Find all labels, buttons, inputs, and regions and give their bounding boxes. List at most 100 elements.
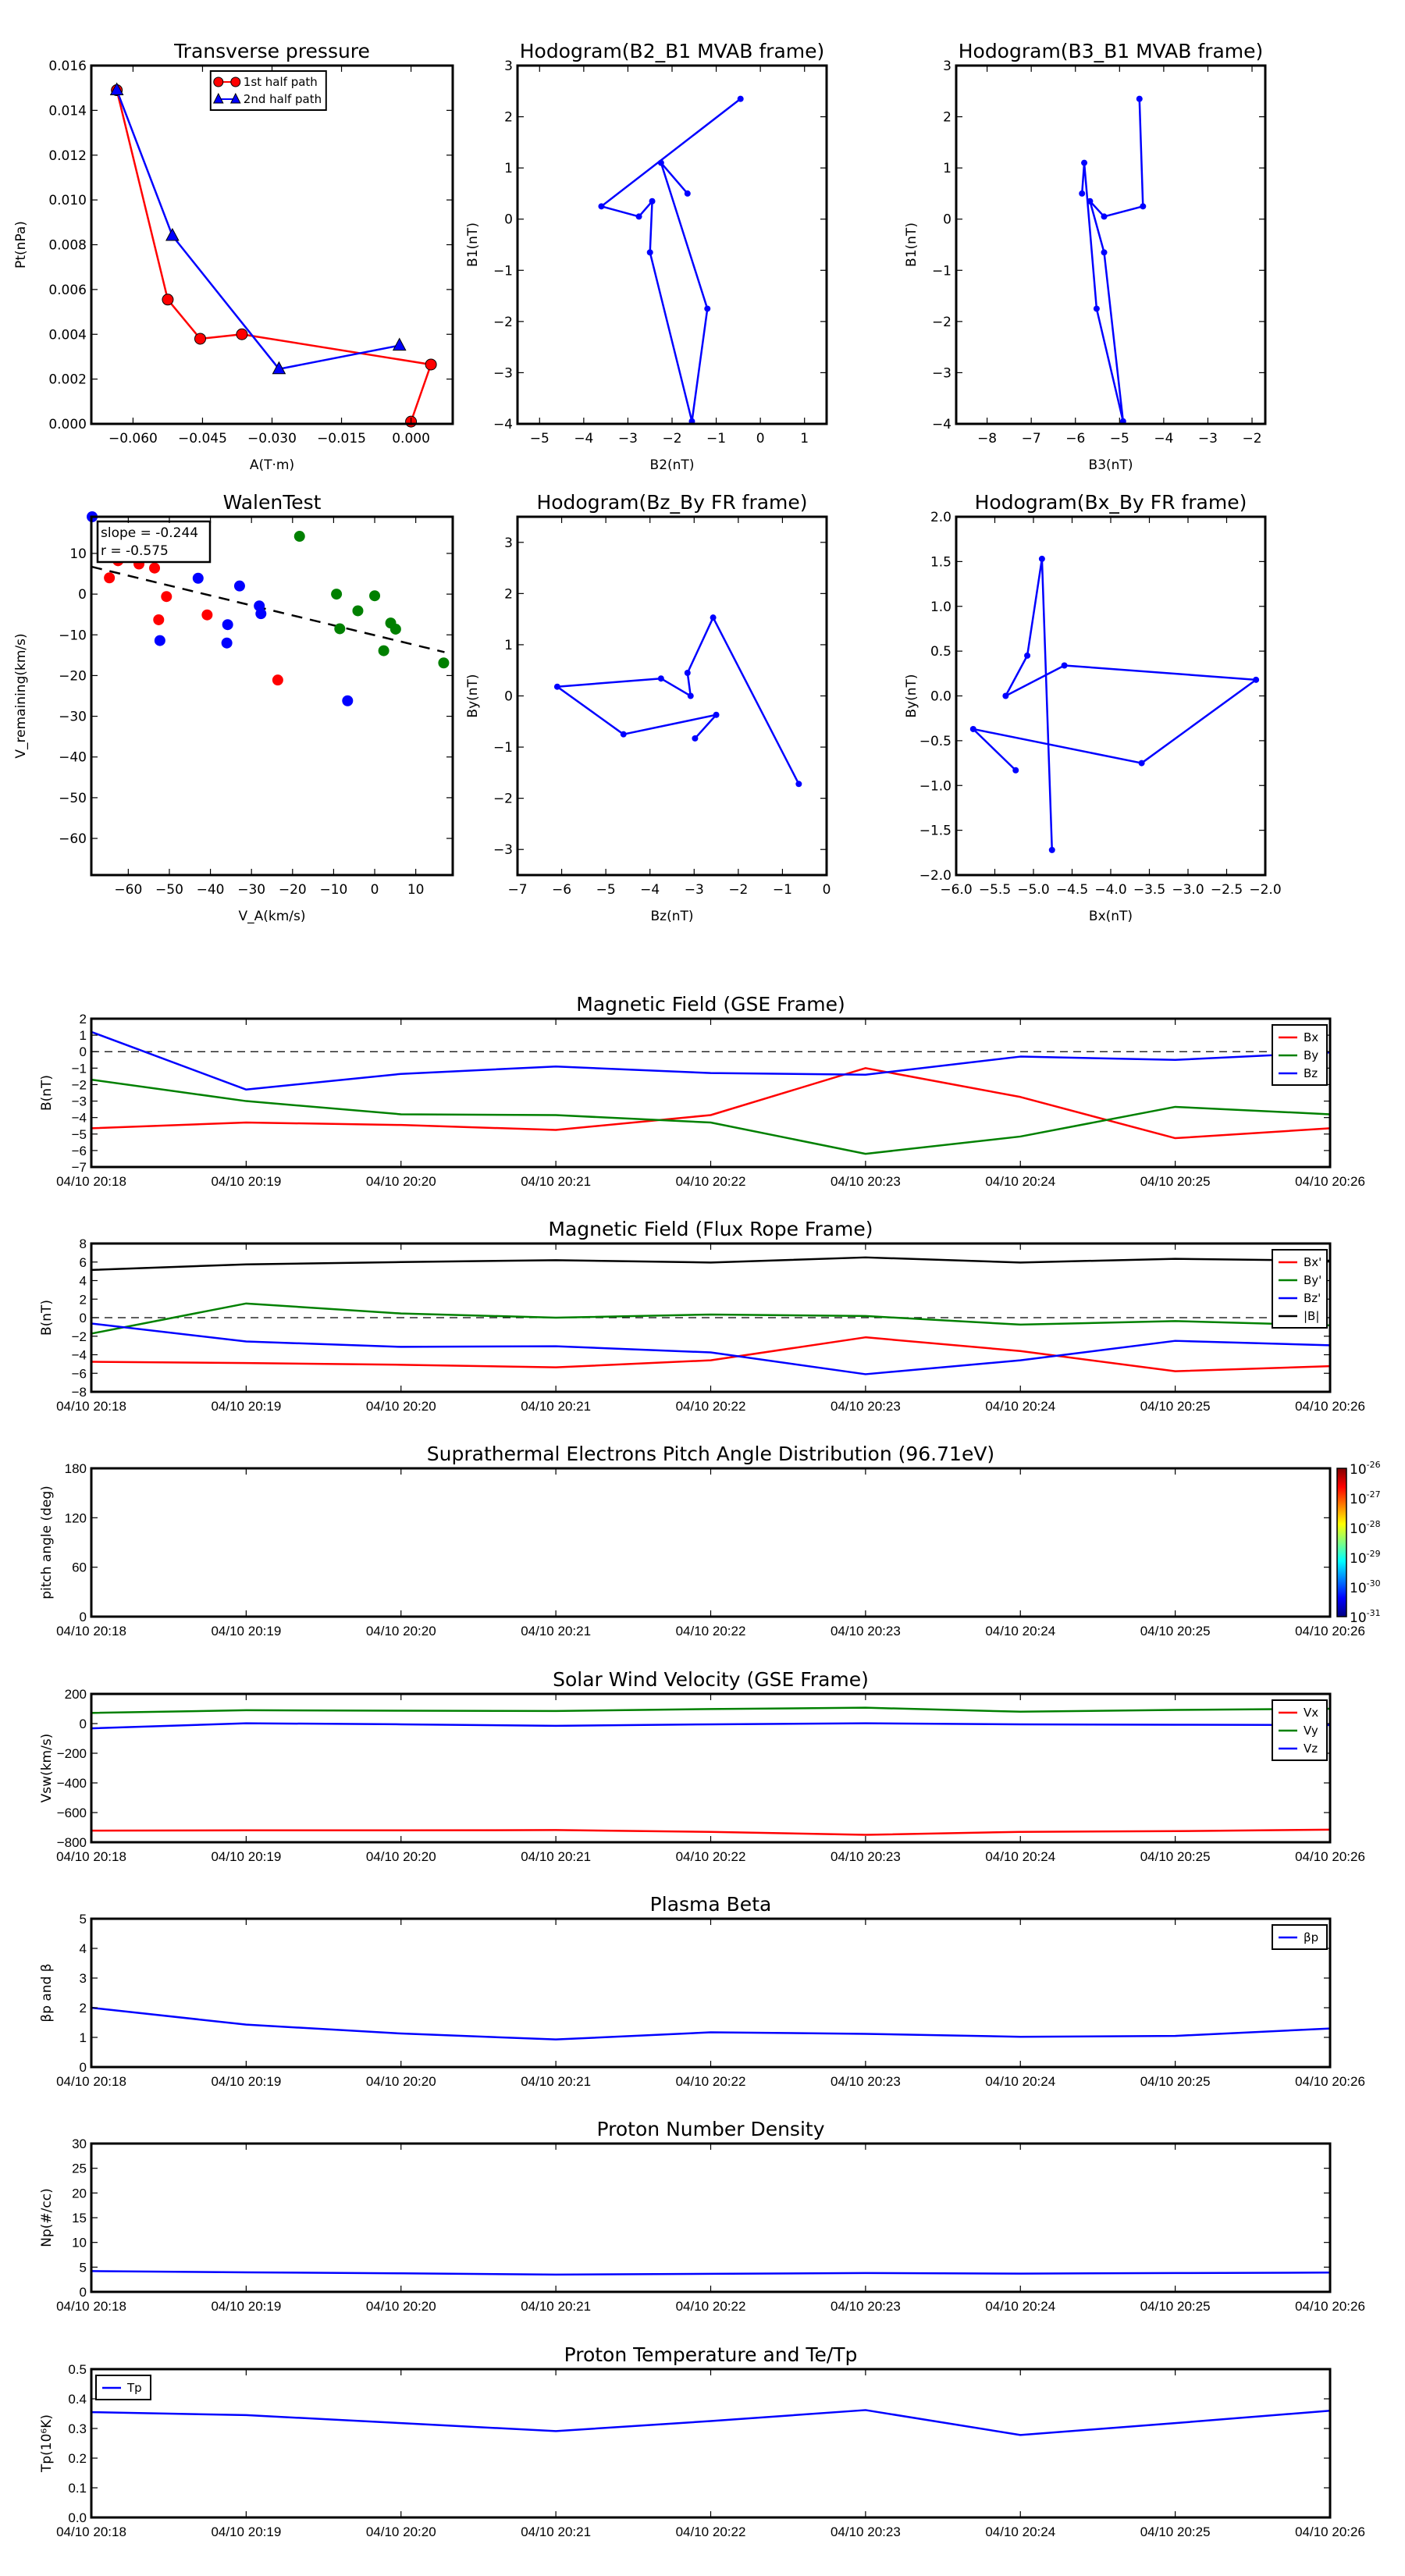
y-tick-label: −30 (59, 710, 87, 725)
y-tick-label: 25 (72, 2161, 87, 2176)
y-tick-label: 6 (80, 1255, 87, 1270)
data-point (438, 657, 450, 669)
chart-title: Hodogram(B2_B1 MVAB frame) (520, 40, 825, 62)
y-tick-label: 0.016 (48, 59, 87, 74)
data-point (1061, 662, 1068, 669)
r-text: r = -0.575 (101, 543, 169, 559)
y-tick-label: −0.5 (919, 734, 951, 749)
data-point (1140, 203, 1147, 210)
data-point (710, 614, 717, 621)
y-axis-label: Pt(nPa) (13, 221, 29, 269)
x-tick-label: 04/10 20:21 (521, 1624, 591, 1638)
data-point (293, 531, 305, 543)
chart-title: Suprathermal Electrons Pitch Angle Distr… (427, 1443, 994, 1465)
x-tick-label: −2.5 (1211, 882, 1243, 898)
series-line (116, 90, 432, 422)
data-point (1038, 555, 1045, 562)
x-tick-label: −7 (507, 882, 527, 898)
data-point (153, 614, 165, 625)
x-tick-label: 04/10 20:25 (1140, 1849, 1211, 1864)
x-tick-label: −4.5 (1056, 882, 1088, 898)
x-tick-label: 04/10 20:26 (1295, 2299, 1365, 2314)
legend-label: Vx (1304, 1706, 1318, 1720)
y-tick-label: 5 (80, 2260, 87, 2275)
x-tick-label: 04/10 20:18 (56, 1849, 126, 1864)
data-point (165, 227, 180, 241)
y-tick-label: 0.004 (48, 327, 87, 343)
plot-frame (90, 1917, 1332, 2069)
data-point (154, 635, 165, 646)
y-tick-label: 30 (72, 2137, 87, 2151)
y-tick-label: 0.014 (48, 103, 87, 119)
x-tick-label: 04/10 20:25 (1140, 2299, 1211, 2314)
y-tick-label: 0.010 (48, 193, 87, 208)
x-tick-label: 0 (371, 882, 379, 898)
y-tick-label: −2 (493, 792, 513, 807)
x-tick-label: −60 (114, 882, 142, 898)
series-line (556, 616, 800, 785)
y-tick-label: 0.006 (48, 283, 87, 298)
colorbar-tick-exponent: -30 (1367, 1578, 1381, 1589)
chart-plasma-beta: Plasma Beta βp and β 04/10 20:18 04/10 20:1… (39, 1893, 1365, 2089)
series-B3_B1 (1079, 95, 1147, 425)
plot-frame (90, 515, 454, 877)
data-point (236, 328, 248, 340)
chart-hodogram-bz-by: Hodogram(Bz_By FR frame) Bz(nT) By(nT) −7 −6… (465, 491, 831, 924)
colorbar-tick-base: 10 (1350, 1581, 1367, 1596)
data-point (649, 197, 656, 205)
plot-frame (955, 64, 1267, 425)
plot-frame (90, 1017, 1332, 1169)
y-tick-label: −10 (59, 628, 87, 643)
y-tick-label: 0.2 (68, 2451, 87, 2466)
y-tick-label: 4 (80, 1274, 87, 1289)
y-tick-label: −1 (493, 263, 513, 279)
chart-proton-density: Proton Number Density Np(#/cc) 04/10 20:18… (39, 2118, 1365, 2314)
x-tick-label: 0 (756, 431, 765, 447)
data-point (194, 333, 206, 345)
series-Vx (104, 555, 283, 686)
data-point (378, 645, 389, 656)
data-point (272, 361, 286, 375)
x-tick-label: 04/10 20:22 (676, 2299, 746, 2314)
data-point (598, 203, 605, 210)
x-tick-label: 04/10 20:20 (366, 1174, 436, 1189)
series-line-Bx (91, 1336, 1331, 1372)
x-tick-label: −3.5 (1133, 882, 1165, 898)
chart-transverse-pressure: Transverse pressure A(T·m) Pt(nPa) 1st half… (13, 40, 454, 473)
legend-label: Vz (1304, 1742, 1318, 1756)
x-tick-label: 04/10 20:20 (366, 1624, 436, 1638)
y-tick-label: −2 (72, 1077, 87, 1092)
y-tick-label: 0 (78, 587, 87, 603)
data-point (342, 695, 354, 706)
x-axis-label: A(T·m) (250, 457, 294, 473)
data-point (687, 692, 694, 699)
data-point (1079, 190, 1086, 197)
legend-label: Bz' (1304, 1291, 1321, 1305)
chart-mag-fr: Magnetic Field (Flux Rope Frame) B(nT) 04/… (39, 1218, 1365, 1414)
colorbar-tick-label: 10-26 (1350, 1460, 1381, 1478)
x-tick-label: 04/10 20:24 (985, 1624, 1055, 1638)
x-tick-label: 04/10 20:26 (1295, 2074, 1365, 2089)
x-tick-label: −6 (552, 882, 571, 898)
y-tick-label: 0.1 (68, 2481, 87, 2496)
x-tick-label: 04/10 20:18 (56, 2299, 126, 2314)
x-tick-label: 04/10 20:23 (831, 1849, 901, 1864)
legend-label: Bx (1304, 1030, 1318, 1044)
x-tick-label: 04/10 20:20 (366, 2074, 436, 2089)
x-tick-label: 04/10 20:23 (831, 1624, 901, 1638)
y-axis-label: By(nT) (465, 674, 481, 717)
y-tick-label: 10 (72, 2236, 87, 2250)
x-tick-label: 04/10 20:25 (1140, 2524, 1211, 2539)
series-line-Vy (91, 1706, 1331, 1714)
x-tick-label: 04/10 20:23 (831, 1174, 901, 1189)
data-point (1101, 213, 1108, 220)
y-tick-label: −8 (72, 1385, 87, 1400)
legend-label: Vy (1304, 1724, 1318, 1738)
y-tick-label: 1 (504, 161, 513, 176)
x-tick-label: 04/10 20:21 (521, 1399, 591, 1414)
legend-label: Bz (1304, 1066, 1318, 1080)
y-tick-label: 3 (80, 1971, 87, 1986)
x-tick-label: 04/10 20:23 (831, 2299, 901, 2314)
slope-text: slope = -0.244 (101, 525, 198, 541)
x-tick-label: −0.060 (108, 431, 158, 447)
